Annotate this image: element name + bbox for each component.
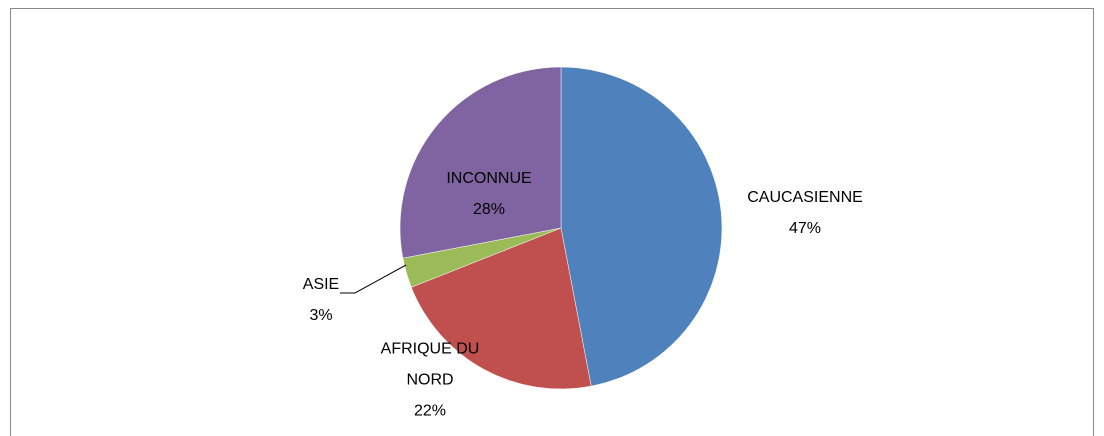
pie-slice [410,227,592,390]
value-label: 28% [472,201,506,218]
category-label: CAUCASIENNE [747,189,863,206]
pie-slice [399,66,562,259]
value-label: 22% [413,402,447,420]
data-label: AFRIQUE DU NORD 22% [370,334,490,427]
category-label: AFRIQUE DU NORD [380,340,480,389]
category-label: ASIE [302,276,340,293]
pie-slice [560,66,723,387]
category-label: INCONNUE [446,170,532,187]
data-label: ASIE 3% [303,269,339,331]
data-label: CAUCASIENNE 47% [747,182,863,244]
value-label: 47% [788,220,822,237]
leader-line [340,264,407,294]
value-label: 3% [309,307,333,324]
data-label: INCONNUE 28% [446,163,531,225]
